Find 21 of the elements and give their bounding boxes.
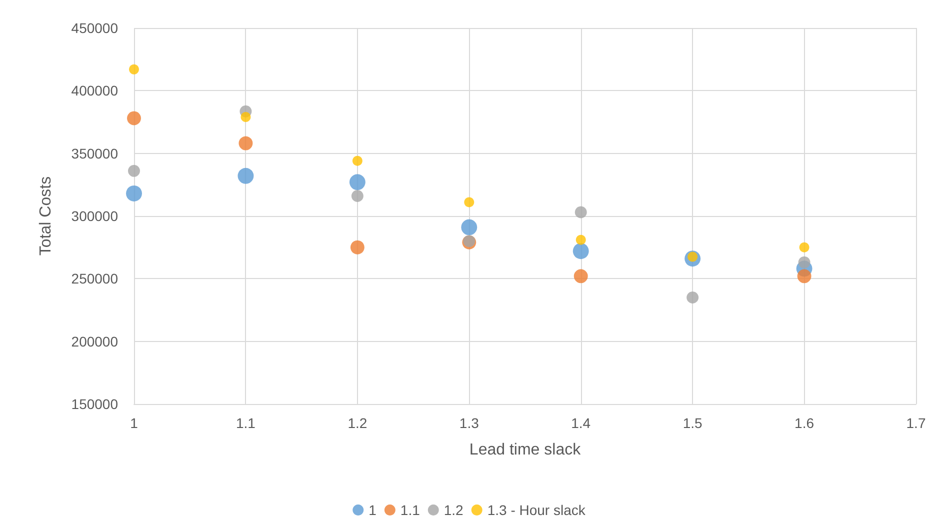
y-tick-label: 350000: [71, 145, 118, 162]
y-tick-label: 150000: [71, 396, 118, 412]
x-tick-label: 1.5: [682, 415, 703, 431]
y-tick-label: 450000: [71, 20, 118, 36]
y-tick-label: 200000: [71, 333, 118, 350]
x-tick-label: 1.3: [459, 415, 480, 431]
legend-label: 1.3 - Hour slack: [487, 502, 586, 518]
y-tick-label: 250000: [71, 270, 118, 287]
legend-label: 1.1: [400, 502, 420, 518]
x-tick-label: 1.1: [236, 415, 256, 431]
x-tick-label: 1.7: [906, 415, 926, 431]
y-tick-label: 300000: [71, 208, 118, 224]
legend-label: 1.2: [444, 502, 464, 518]
y-axis-title: Total Costs: [38, 176, 54, 256]
x-tick-label: 1: [130, 415, 138, 431]
legend-label: 1: [368, 502, 377, 518]
x-tick-label: 1.6: [794, 415, 814, 431]
x-tick-label: 1.4: [571, 415, 591, 431]
y-tick-label: 400000: [71, 82, 118, 99]
x-axis-title: Lead time slack: [469, 442, 582, 458]
x-tick-label: 1.2: [348, 415, 368, 431]
